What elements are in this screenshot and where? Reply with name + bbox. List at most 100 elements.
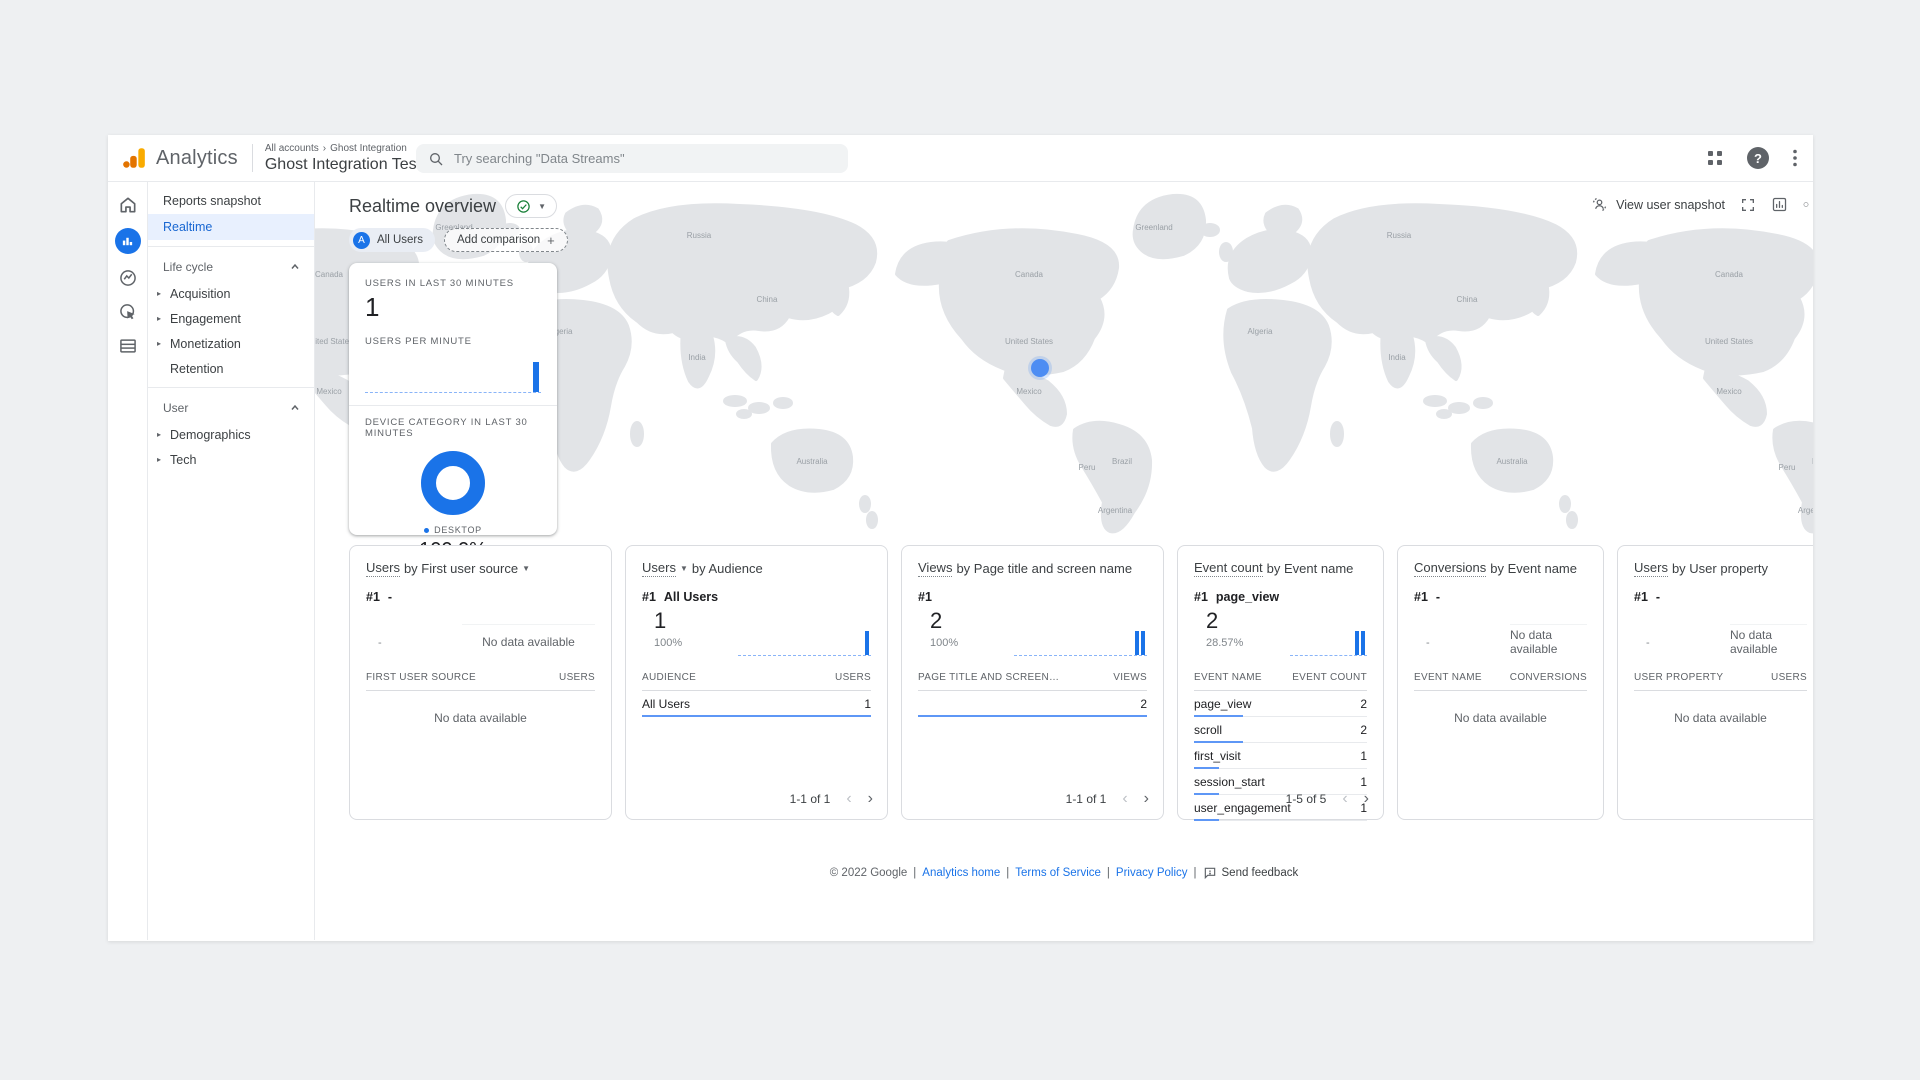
chevron-down-icon[interactable]: ▼ [679, 564, 688, 573]
card-dimension-selector[interactable]: Event count [1194, 560, 1263, 577]
column-header-right: USERS [1771, 672, 1807, 683]
global-search[interactable] [416, 144, 848, 173]
nav-demographics[interactable]: ▸ Demographics [157, 427, 251, 442]
card-dimension-selector[interactable]: Users [642, 560, 676, 577]
add-comparison-button[interactable]: Add comparison + [444, 228, 568, 252]
chevron-right-icon[interactable]: › [867, 790, 873, 807]
chevron-left-icon[interactable]: ‹ [846, 790, 852, 807]
table-row[interactable]: 2 [918, 691, 1147, 717]
metric-block: - No data available [366, 608, 595, 662]
analytics-logo-icon [123, 148, 145, 168]
table-row[interactable]: All Users 1 [642, 691, 871, 717]
table-row[interactable]: user_engagement 1 [1194, 795, 1367, 821]
analytics-logo[interactable]: Analytics [108, 145, 238, 171]
rank-label: #1 [918, 590, 932, 604]
column-header-left: EVENT NAME [1194, 672, 1262, 683]
link-analytics-home[interactable]: Analytics home [922, 867, 1001, 879]
no-data-text: No data available [1454, 711, 1547, 725]
nav-realtime[interactable]: Realtime [148, 214, 314, 240]
rank-label: #1 [1634, 590, 1648, 604]
table-row[interactable]: page_view 2 [1194, 691, 1367, 717]
advertising-icon[interactable] [115, 301, 141, 322]
view-user-snapshot-button[interactable]: View user snapshot [1591, 196, 1725, 213]
chevron-right-icon[interactable]: › [1363, 790, 1369, 807]
report-card: Users ▼ by First user source ▼ #1 - - No… [349, 545, 612, 820]
breadcrumb: All accounts › Ghost Integration [265, 143, 436, 154]
column-header-right: VIEWS [1113, 672, 1147, 683]
column-header-left: EVENT NAME [1414, 672, 1482, 683]
more-vert-icon[interactable] [1793, 149, 1797, 167]
table-row[interactable]: session_start 1 [1194, 769, 1367, 795]
clipped-toolbar-icon[interactable] [1803, 196, 1809, 213]
card-dimension-selector[interactable]: Users [366, 560, 400, 577]
property-title: Ghost Integration Test [264, 155, 422, 173]
row-value: 1 [1360, 775, 1367, 789]
menu-divider [148, 387, 314, 388]
nav-section-user[interactable]: User [148, 394, 314, 422]
chevron-right-icon[interactable]: › [1143, 790, 1149, 807]
map-country-label: Brazil [1112, 457, 1132, 466]
sparkline-baseline [1290, 655, 1367, 656]
realtime-status-pill[interactable]: ▼ [505, 194, 557, 218]
chevron-left-icon[interactable]: ‹ [1342, 790, 1348, 807]
apps-grid-icon[interactable] [1707, 150, 1723, 166]
link-privacy-policy[interactable]: Privacy Policy [1115, 867, 1188, 879]
card-dimension-selector[interactable]: Views [918, 560, 953, 577]
nav-monetization[interactable]: ▸ Monetization [157, 336, 241, 351]
library-icon[interactable] [115, 335, 141, 356]
top-item-name: - [1435, 590, 1441, 604]
comparison-chip-all-users[interactable]: A All Users [349, 228, 436, 252]
users-30min-label: USERS IN LAST 30 MINUTES [365, 278, 514, 289]
top-item-row: #1 - [1634, 590, 1807, 604]
nav-reports-snapshot[interactable]: Reports snapshot [163, 194, 261, 208]
table-header: FIRST USER SOURCE USERS [366, 672, 595, 691]
map-country-label: Australia [796, 457, 828, 466]
nav-retention[interactable]: Retention [170, 361, 224, 376]
fullscreen-icon[interactable] [1740, 197, 1756, 213]
nav-engagement[interactable]: ▸ Engagement [157, 311, 241, 326]
row-value: 2 [1140, 697, 1147, 711]
report-main: Greenland Canada United States Mexico Peru Br… [315, 182, 1813, 940]
reports-icon[interactable] [114, 228, 141, 254]
customize-report-icon[interactable] [1771, 196, 1788, 213]
chevron-down-icon[interactable]: ▼ [522, 564, 531, 573]
table-header: EVENT NAME CONVERSIONS [1414, 672, 1587, 691]
column-header-left: USER PROPERTY [1634, 672, 1724, 683]
report-card: Conversions ▼ by Event name ▼ #1 - - No … [1397, 545, 1604, 820]
user-snapshot-icon [1592, 197, 1607, 212]
search-input[interactable] [454, 151, 836, 166]
map-country-label: Canada [1015, 270, 1044, 279]
nav-tech[interactable]: ▸ Tech [157, 452, 197, 467]
device-legend-label: DESKTOP [434, 525, 482, 535]
help-icon[interactable]: ? [1747, 147, 1769, 169]
link-terms-of-service[interactable]: Terms of Service [1015, 867, 1101, 879]
map-country-label: Canada [315, 270, 344, 279]
chevron-left-icon[interactable]: ‹ [1122, 790, 1128, 807]
pagination-label: 1-1 of 1 [1065, 792, 1107, 806]
table-row[interactable]: scroll 2 [1194, 717, 1367, 743]
rank-label: #1 [366, 590, 380, 604]
home-icon[interactable] [115, 194, 141, 215]
users-per-minute-chart [365, 353, 541, 393]
card-dimension-selector[interactable]: Users [1634, 560, 1668, 577]
send-feedback-button[interactable]: Send feedback [1203, 866, 1298, 880]
explore-icon[interactable] [115, 267, 141, 288]
column-header-right: EVENT COUNT [1292, 672, 1367, 683]
card-section-divider [349, 405, 557, 406]
card-dimension-selector[interactable]: Conversions [1414, 560, 1487, 577]
report-card: Users ▼ by Audience ▼ #1 All Users 1 100… [625, 545, 888, 820]
sparkline-bar [1361, 631, 1365, 655]
users-30min-value: 1 [365, 292, 380, 322]
page-footer: © 2022 Google | Analytics home | Terms o… [829, 866, 1299, 880]
card-title-rest: by First user source [403, 561, 519, 576]
expand-arrow-icon: ▸ [157, 430, 162, 439]
nav-section-life-cycle[interactable]: Life cycle [148, 253, 314, 281]
nav-acquisition[interactable]: ▸ Acquisition [157, 286, 231, 301]
account-switcher[interactable]: All accounts › Ghost Integration Ghost I… [265, 143, 436, 174]
table-row[interactable]: first_visit 1 [1194, 743, 1367, 769]
no-data-text: No data available [482, 634, 575, 649]
no-data-text: No data available [1674, 711, 1767, 725]
users-per-minute-label: USERS PER MINUTE [365, 336, 472, 347]
sparkline-chart [738, 608, 871, 656]
row-value: 1 [1360, 749, 1367, 763]
